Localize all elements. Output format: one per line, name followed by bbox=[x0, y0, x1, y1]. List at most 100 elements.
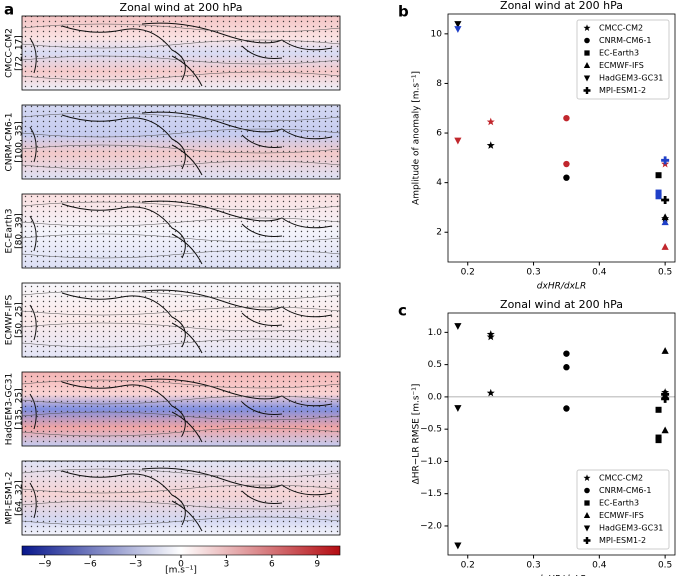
marker bbox=[661, 394, 670, 403]
model-res: [64, 32] bbox=[15, 480, 25, 516]
legend-label: CMCC-CM2 bbox=[599, 474, 643, 483]
x-axis-label: dxHR/dxLR bbox=[537, 575, 586, 576]
marker bbox=[584, 50, 590, 56]
x-tick-label: 0.5 bbox=[658, 268, 672, 278]
y-tick-label: 10 bbox=[431, 29, 443, 39]
contour bbox=[21, 128, 341, 138]
marker bbox=[661, 156, 670, 165]
x-tick-label: 0.5 bbox=[658, 561, 672, 571]
y-tick-label: 8 bbox=[436, 79, 442, 89]
coastline bbox=[29, 22, 333, 87]
model-name: MPI-ESM1-2 bbox=[5, 472, 15, 525]
marker bbox=[583, 24, 591, 31]
marker bbox=[454, 405, 462, 412]
legend-label: CNRM-CM6-1 bbox=[599, 486, 651, 495]
marker bbox=[583, 525, 591, 532]
contour bbox=[21, 484, 341, 494]
contour bbox=[21, 144, 341, 154]
map-stipple bbox=[22, 461, 340, 535]
marker bbox=[486, 332, 495, 341]
map-frame bbox=[21, 282, 341, 358]
marker bbox=[584, 37, 590, 44]
map-frame bbox=[21, 15, 341, 91]
model-name: CMCC-CM2 bbox=[5, 28, 15, 78]
map-stipple bbox=[22, 105, 340, 179]
contour bbox=[21, 338, 341, 348]
x-tick-label: 0.3 bbox=[526, 268, 540, 278]
y-tick-label: 1.0 bbox=[428, 328, 443, 338]
y-tick-label: 0.5 bbox=[428, 360, 442, 370]
marker bbox=[584, 487, 590, 494]
marker bbox=[583, 75, 591, 82]
contour bbox=[21, 233, 341, 243]
x-tick-label: 0.2 bbox=[461, 561, 475, 571]
contour bbox=[21, 201, 341, 211]
marker bbox=[486, 141, 495, 149]
contour bbox=[21, 379, 341, 389]
marker bbox=[655, 193, 662, 200]
coastline bbox=[29, 467, 333, 532]
x-tick-label: 0.4 bbox=[592, 561, 607, 571]
marker bbox=[454, 323, 462, 330]
legend-box bbox=[576, 469, 670, 550]
legend-label: HadGEM3-GC31 bbox=[599, 524, 663, 533]
y-tick-label: 6 bbox=[436, 129, 442, 139]
marker bbox=[661, 390, 670, 399]
colorbar-tick-label: 6 bbox=[269, 560, 275, 570]
model-name: ECMWF-IFS bbox=[5, 294, 15, 345]
y-tick-label: 0.0 bbox=[428, 392, 443, 402]
contour bbox=[21, 160, 341, 170]
y-tick-label: −2.0 bbox=[420, 521, 442, 531]
coastline bbox=[29, 200, 333, 265]
coastline bbox=[29, 378, 333, 443]
colorbar-tick-label: −3 bbox=[129, 560, 142, 570]
model-res: [100, 35] bbox=[15, 121, 25, 162]
y-axis-label: Amplitude of anomaly [m.s⁻¹] bbox=[412, 71, 422, 205]
y-tick-label: −1.5 bbox=[420, 489, 442, 499]
marker bbox=[655, 189, 662, 196]
contour bbox=[21, 306, 341, 316]
colorbar-tick-label: −9 bbox=[38, 560, 52, 570]
legend-label: MPI-ESM1-2 bbox=[599, 86, 646, 95]
model-res: [50, 25] bbox=[15, 302, 25, 338]
contour bbox=[21, 71, 341, 81]
contour bbox=[21, 411, 341, 421]
coastline bbox=[29, 111, 333, 176]
marker bbox=[563, 160, 570, 168]
marker bbox=[563, 114, 570, 122]
x-tick-label: 0.3 bbox=[526, 561, 540, 571]
marker bbox=[486, 388, 495, 397]
contour bbox=[21, 55, 341, 65]
contour bbox=[21, 23, 341, 33]
contour bbox=[21, 112, 341, 122]
x-tick-label: 0.2 bbox=[461, 268, 475, 278]
legend-label: EC-Earth3 bbox=[599, 499, 639, 508]
map-frame bbox=[21, 371, 341, 447]
colorbar-tick-label: 9 bbox=[314, 560, 320, 570]
contour bbox=[21, 322, 341, 332]
panel-label: b bbox=[398, 3, 409, 21]
chart-title: Zonal wind at 200 hPa bbox=[500, 0, 623, 12]
panel-title: Zonal wind at 200 hPa bbox=[120, 1, 243, 14]
marker bbox=[584, 500, 590, 506]
marker bbox=[661, 243, 669, 250]
plot-frame bbox=[447, 13, 676, 263]
marker bbox=[661, 218, 669, 226]
marker bbox=[661, 213, 669, 221]
marker bbox=[655, 172, 662, 179]
marker bbox=[454, 137, 462, 145]
legend-label: CMCC-CM2 bbox=[599, 24, 643, 33]
legend-label: ECMWF-IFS bbox=[599, 511, 644, 520]
y-tick-label: 4 bbox=[436, 178, 442, 188]
marker bbox=[583, 87, 591, 94]
y-axis-label: ΔHR−LR RMSE [m.s⁻¹] bbox=[412, 384, 422, 485]
colorbar-tick-label: −6 bbox=[84, 560, 98, 570]
panel-label: c bbox=[398, 302, 407, 320]
marker bbox=[583, 537, 591, 544]
model-name: HadGEM3-GC31 bbox=[5, 373, 15, 445]
contour bbox=[21, 290, 341, 300]
marker bbox=[655, 437, 662, 444]
contour bbox=[21, 516, 341, 526]
legend-label: ECMWF-IFS bbox=[599, 61, 644, 70]
